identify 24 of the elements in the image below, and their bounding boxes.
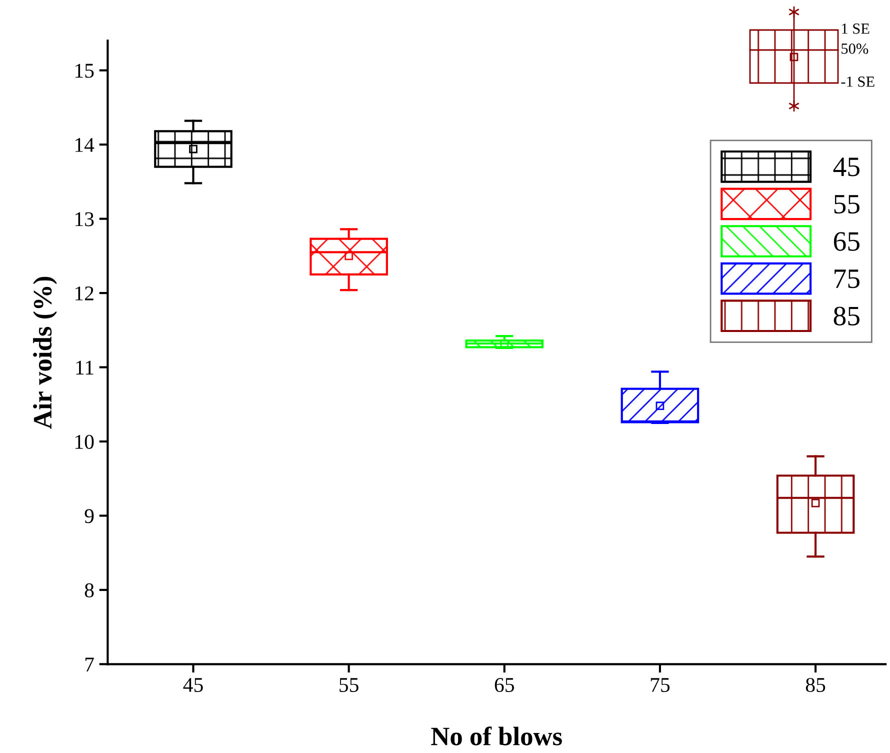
x-tick-label: 65	[494, 678, 514, 692]
y-tick-label: 12	[75, 286, 94, 300]
x-axis-title: No of blows	[431, 726, 562, 746]
y-axis-title: Air voids (%)	[33, 276, 57, 429]
y-tick-label: 9	[84, 509, 94, 524]
y-tick-label: 14	[75, 138, 94, 152]
y-tick-label: 8	[84, 583, 94, 598]
annotation: 50%	[842, 44, 868, 54]
x-tick-label: 45	[183, 678, 203, 692]
legend-label: 55	[834, 195, 860, 214]
y-tick-label: 7	[85, 658, 94, 672]
y-tick-label: 13	[75, 212, 94, 226]
x-tick-label: 85	[806, 678, 826, 692]
text: 1 SE	[842, 24, 870, 34]
legend-label: 65	[834, 232, 860, 251]
legend-label: 85	[834, 306, 860, 326]
x-tick-label: 75	[650, 678, 670, 692]
x-tick-label: 55	[340, 678, 358, 692]
legend-label: 75	[834, 270, 860, 288]
annotation: -1 SE	[841, 76, 874, 87]
y-tick-label: 10	[75, 434, 94, 449]
y-tick-label: 15	[75, 64, 94, 78]
legend-label: 45	[833, 158, 860, 176]
y-tick-label: 11	[76, 360, 94, 374]
